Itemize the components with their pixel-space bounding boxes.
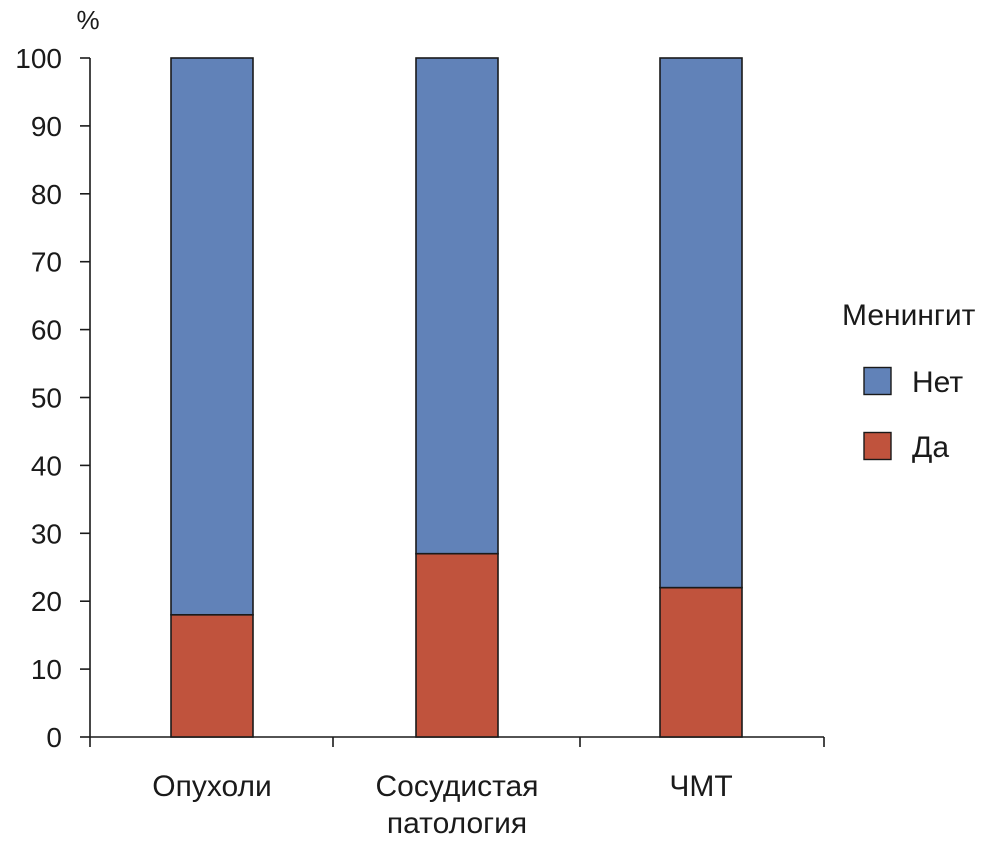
y-tick-label: 80 [31, 179, 62, 210]
y-tick-label: 10 [31, 654, 62, 685]
y-tick-label: 30 [31, 518, 62, 549]
legend-label: Да [912, 431, 949, 464]
y-tick-label: 50 [31, 383, 62, 414]
x-axis: Опухоли Сосудистая патология ЧМТ [89, 736, 825, 840]
y-tick-label: 60 [31, 315, 62, 346]
x-category-label: Опухоли [152, 770, 272, 803]
y-axis: 0 10 20 30 40 50 60 70 80 90 100% [15, 5, 99, 753]
y-tick-label: 20 [31, 586, 62, 617]
bars [170, 57, 743, 738]
bar-segment-no [659, 57, 743, 589]
bar-segment-yes [415, 552, 499, 738]
legend-swatch [863, 431, 892, 461]
y-tick-label: 90 [31, 111, 62, 142]
legend: Менингит Нет Да [842, 299, 976, 464]
y-tick-label: 0 [46, 722, 62, 753]
x-category-label: Сосудистая патология [376, 770, 539, 840]
x-category-label: ЧМТ [669, 770, 732, 803]
bar-segment-no [415, 57, 499, 555]
legend-title: Менингит [842, 299, 976, 332]
legend-swatch [863, 366, 892, 396]
y-axis-unit-label: % [76, 5, 99, 35]
y-tick-label: 40 [31, 450, 62, 481]
legend-label: Нет [912, 366, 963, 399]
y-tick-label: 70 [31, 247, 62, 278]
bar-segment-yes [170, 613, 254, 738]
bar-segment-no [170, 57, 254, 616]
y-tick-label: 100 [15, 43, 62, 74]
bar-segment-yes [659, 586, 743, 738]
